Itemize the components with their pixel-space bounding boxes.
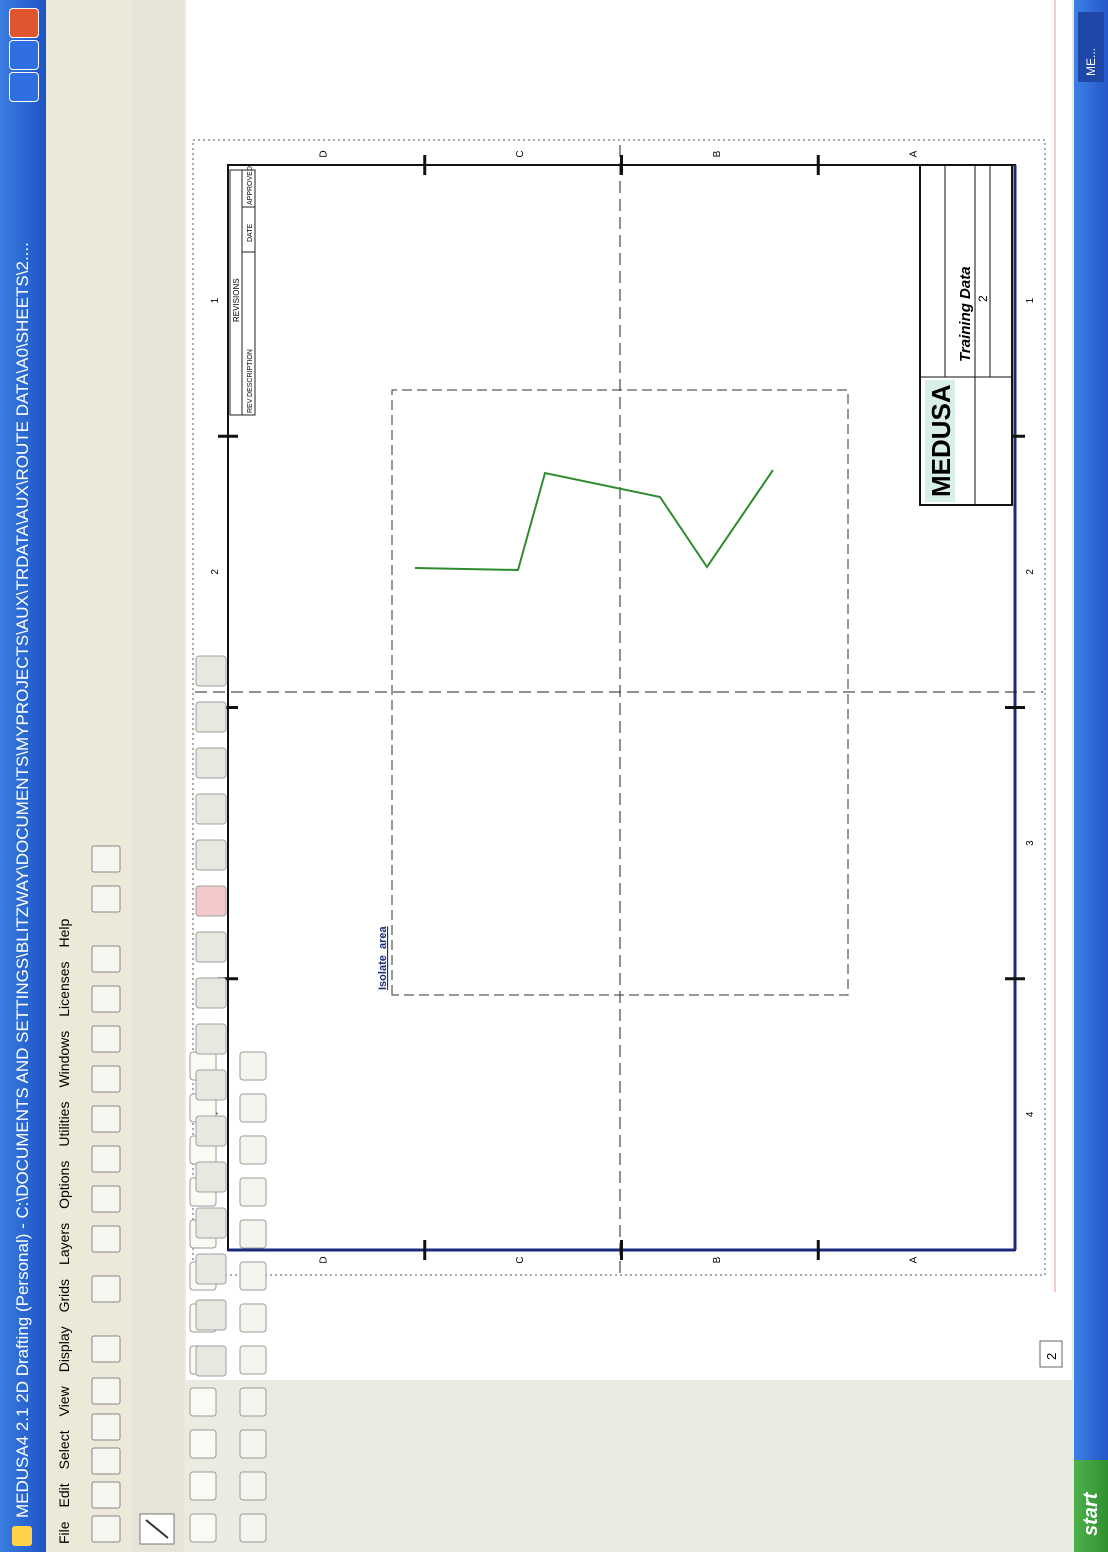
zone-label: C	[515, 1256, 526, 1263]
tool-button[interactable]	[92, 1336, 120, 1362]
tool-button[interactable]	[92, 1066, 120, 1092]
logo: MEDUSA	[926, 384, 956, 497]
palette-tool[interactable]	[196, 1300, 226, 1330]
palette-tool[interactable]	[196, 794, 226, 824]
zone-label: 2	[1025, 569, 1036, 575]
palette-tool[interactable]	[196, 656, 226, 686]
toolbar	[82, 0, 130, 1552]
palette-tool[interactable]	[196, 702, 226, 732]
start-button[interactable]: start	[1074, 1460, 1108, 1552]
header: REV	[247, 398, 254, 413]
palette-tool[interactable]	[196, 1254, 226, 1284]
palette-tool[interactable]	[196, 1116, 226, 1146]
tool-button[interactable]	[92, 1146, 120, 1172]
taskbar-item[interactable]: ME...	[1078, 12, 1104, 82]
zone-label: 1	[210, 297, 221, 303]
palette-tool[interactable]	[240, 1178, 266, 1206]
palette-tool[interactable]	[196, 1346, 226, 1376]
zone-label: A	[909, 1256, 920, 1263]
header: DESCRIPTION	[247, 349, 254, 397]
header: APPROVED	[247, 166, 254, 205]
palette-tool[interactable]	[196, 1070, 226, 1100]
palette-tool[interactable]	[240, 1430, 266, 1458]
tool-button[interactable]	[92, 986, 120, 1012]
tool-button[interactable]	[92, 1448, 120, 1474]
zone-label: 3	[1025, 840, 1036, 846]
palette-tool[interactable]	[196, 932, 226, 962]
palette-tool[interactable]	[196, 978, 226, 1008]
tool-button[interactable]	[92, 1414, 120, 1440]
title-block: MEDUSA Training Data 2	[920, 165, 1012, 505]
tool-button[interactable]	[92, 1516, 120, 1542]
tool-button[interactable]	[92, 1276, 120, 1302]
palette-tool[interactable]	[190, 1430, 216, 1458]
zone-label: B	[712, 1256, 723, 1263]
revisions-title: REVISIONS	[232, 278, 241, 322]
isolate-label: Isolate_area	[377, 926, 389, 990]
tool-button[interactable]	[92, 886, 120, 912]
zone-label: D	[318, 150, 329, 157]
palette-tool[interactable]	[196, 1162, 226, 1192]
zone-label: B	[712, 150, 723, 157]
tool-button[interactable]	[92, 846, 120, 872]
palette-tool[interactable]	[240, 1472, 266, 1500]
palette-tool[interactable]	[190, 1472, 216, 1500]
zone-label: A	[909, 150, 920, 157]
tool-button[interactable]	[92, 1026, 120, 1052]
tool-palette	[186, 1380, 1074, 1552]
palette-tool[interactable]	[196, 1024, 226, 1054]
tool-strip	[132, 0, 184, 1552]
palette-tool[interactable]	[240, 1514, 266, 1542]
palette-tool[interactable]	[196, 886, 226, 916]
drawing-name: Training Data	[957, 266, 974, 362]
palette-tool[interactable]	[240, 1262, 266, 1290]
toolbar-bg	[82, 0, 130, 1552]
taskbar: start ME...	[1074, 0, 1108, 1552]
tool-button[interactable]	[92, 1482, 120, 1508]
sheet-number: 2	[976, 295, 990, 302]
palette-tool[interactable]	[240, 1304, 266, 1332]
palette-tool[interactable]	[240, 1094, 266, 1122]
palette-tool[interactable]	[196, 840, 226, 870]
screen: MEDUSA4 2.1 2D Drafting (Personal) - C:\…	[0, 0, 1108, 1552]
tool-button[interactable]	[92, 946, 120, 972]
palette-tool[interactable]	[240, 1346, 266, 1374]
palette-tool[interactable]	[240, 1052, 266, 1080]
palette-tool[interactable]	[196, 748, 226, 778]
workspace: 44332211DDCCBBAA Isolate_area REVISIONS …	[0, 0, 1074, 1552]
tool-button[interactable]	[92, 1226, 120, 1252]
palette-tool[interactable]	[190, 1514, 216, 1542]
tool-button[interactable]	[92, 1186, 120, 1212]
palette-tool[interactable]	[196, 1208, 226, 1238]
tool-button[interactable]	[92, 1378, 120, 1404]
tool-button[interactable]	[92, 1106, 120, 1132]
zone-label: D	[318, 1256, 329, 1263]
zone-label: 4	[1025, 1111, 1036, 1117]
sheet-tab-label: 2	[1044, 1353, 1059, 1360]
palette-tool[interactable]	[240, 1220, 266, 1248]
palette-tool[interactable]	[240, 1136, 266, 1164]
zone-label: C	[515, 150, 526, 157]
palette-tool[interactable]	[190, 1388, 216, 1416]
palette-tool[interactable]	[240, 1388, 266, 1416]
zone-label: 2	[210, 569, 221, 575]
zone-label: 1	[1025, 297, 1036, 303]
header: DATE	[247, 224, 254, 242]
